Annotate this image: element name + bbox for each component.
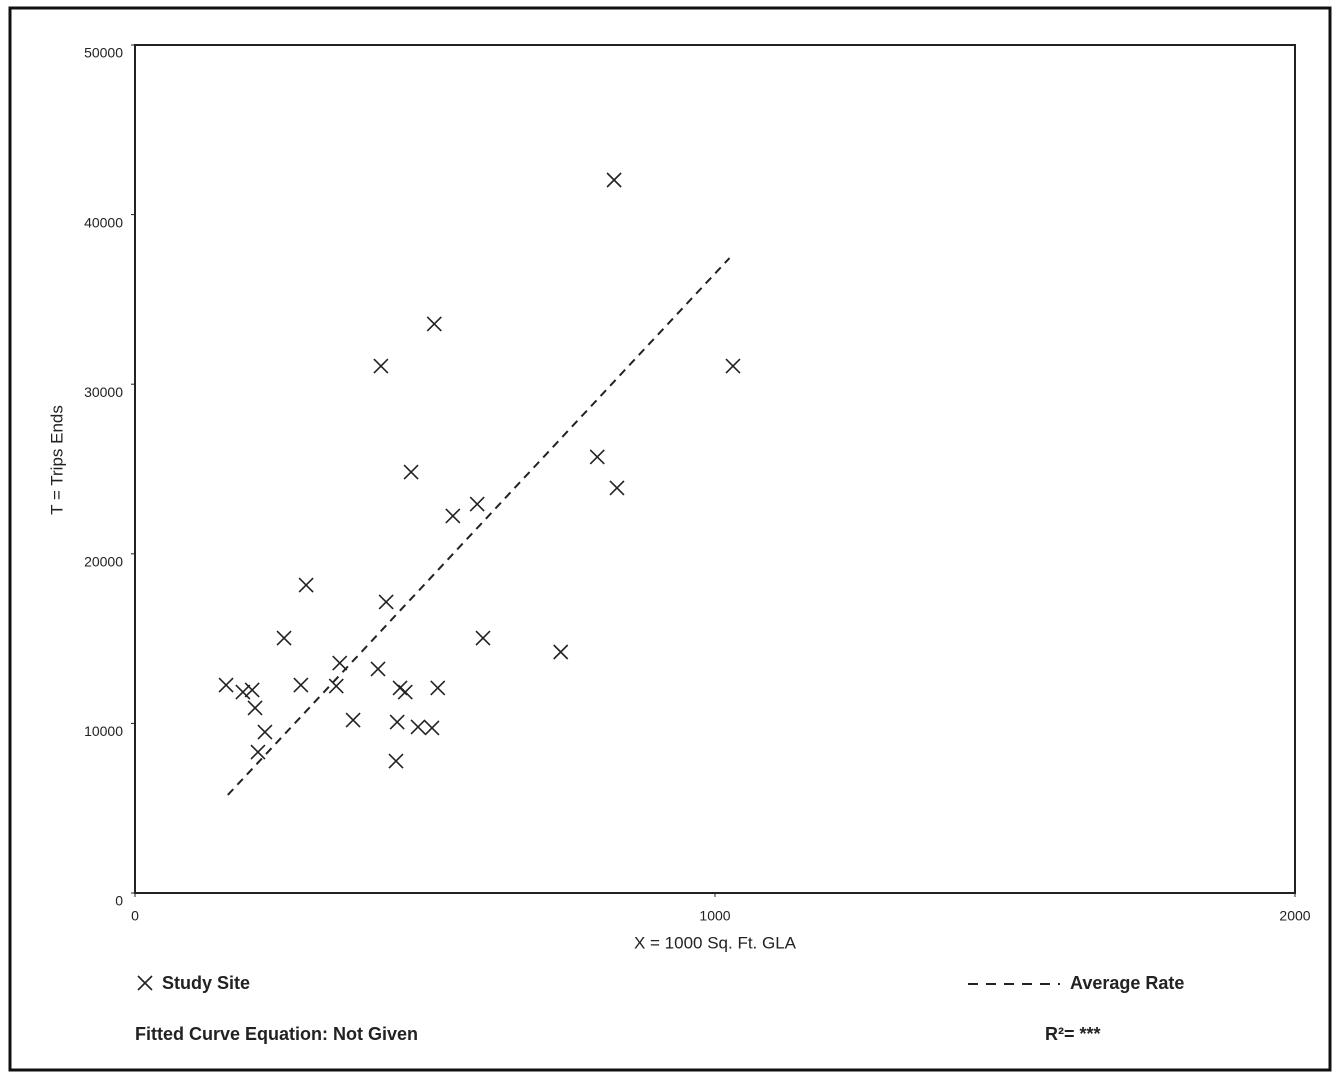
x-tick-label: 0 — [131, 908, 139, 924]
study-site-point — [589, 449, 605, 465]
study-site-point — [389, 714, 405, 730]
study-site-point — [250, 744, 266, 760]
x-axis-label: X = 1000 Sq. Ft. GLA — [634, 933, 797, 952]
y-tick-label: 40000 — [84, 214, 123, 230]
study-site-point — [218, 677, 234, 693]
legend-label: Average Rate — [1070, 973, 1184, 993]
study-site-point — [328, 678, 344, 694]
study-site-point — [388, 753, 404, 769]
legend-label: Study Site — [162, 973, 250, 993]
study-site-point — [370, 661, 386, 677]
study-site-point — [276, 630, 292, 646]
y-axis-label: T = Trips Ends — [47, 405, 66, 515]
study-site-point — [445, 508, 461, 524]
study-site-point — [298, 577, 314, 593]
study-site-point — [424, 720, 440, 736]
legend-marker — [137, 975, 153, 991]
study-site-point — [426, 316, 442, 332]
study-site-point — [606, 172, 622, 188]
study-site-point — [247, 700, 263, 716]
study-site-point — [397, 684, 413, 700]
study-site-point — [430, 680, 446, 696]
study-site-point — [475, 630, 491, 646]
y-tick-label: 10000 — [84, 723, 123, 739]
study-site-point — [378, 594, 394, 610]
study-site-point — [235, 684, 251, 700]
annotation: Fitted Curve Equation: Not Given — [135, 1024, 418, 1044]
x-tick-label: 1000 — [699, 908, 730, 924]
average-rate-line — [227, 257, 731, 796]
study-site-point — [410, 719, 426, 735]
study-site-point — [293, 677, 309, 693]
study-site-point — [332, 655, 348, 671]
study-site-point — [373, 358, 389, 374]
y-tick-label: 30000 — [84, 384, 123, 400]
study-site-point — [403, 464, 419, 480]
study-site-point — [553, 644, 569, 660]
study-site-point — [609, 480, 625, 496]
study-site-point — [469, 496, 485, 512]
x-tick-label: 2000 — [1279, 908, 1310, 924]
plot-area — [134, 44, 1296, 894]
study-site-point — [725, 358, 741, 374]
annotation: R²= *** — [1045, 1024, 1101, 1044]
study-site-point — [244, 682, 260, 698]
study-site-point — [345, 712, 361, 728]
study-site-point — [257, 724, 273, 740]
y-tick-label: 50000 — [84, 45, 123, 61]
y-tick-label: 0 — [115, 893, 123, 909]
y-tick-label: 20000 — [84, 554, 123, 570]
frame — [8, 6, 1332, 1072]
